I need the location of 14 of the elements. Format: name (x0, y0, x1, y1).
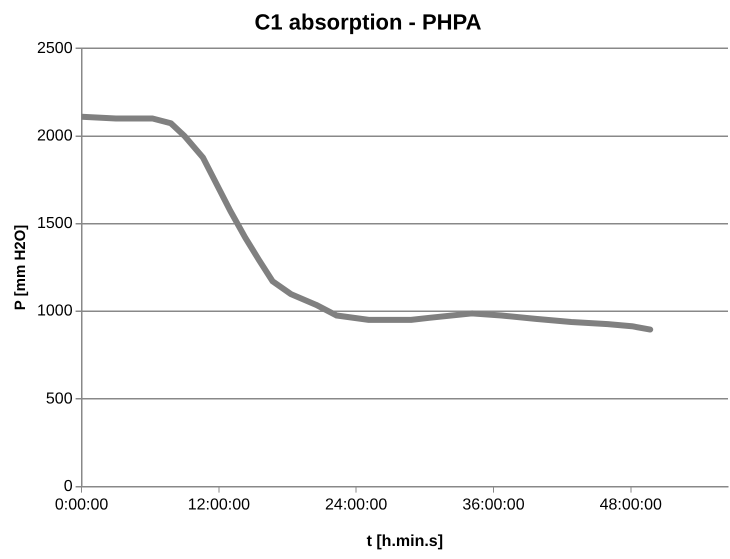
y-tick-label: 2000 (37, 127, 73, 144)
y-tick-label: 0 (64, 478, 73, 496)
x-tick-label: 36:00:00 (462, 496, 525, 514)
y-tick-label: 2500 (37, 40, 73, 57)
y-axis-title: P [mm H2O] (12, 224, 30, 310)
chart-title: C1 absorption - PHPA (254, 9, 482, 34)
x-tick-label: 12:00:00 (188, 496, 250, 514)
x-axis-title: t [h.min.s] (366, 532, 444, 550)
x-tick-label: 48:00:00 (600, 496, 662, 514)
x-tick-label: 0:00:00 (54, 496, 108, 514)
x-tick-label: 24:00:00 (325, 496, 388, 514)
y-tick-label: 1000 (37, 302, 73, 320)
y-tick-label: 500 (46, 390, 73, 408)
y-tick-label: 1500 (37, 215, 73, 232)
